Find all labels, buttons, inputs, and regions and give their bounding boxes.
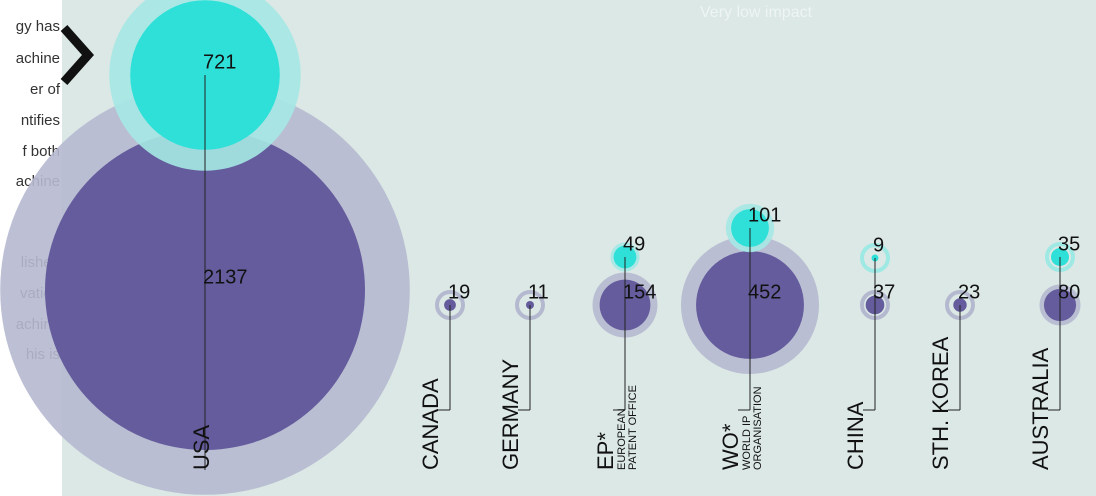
value-label: 23 [958,281,980,303]
value-label: 154 [623,281,656,303]
text-line: achine [15,50,60,67]
value-label: 37 [873,281,895,303]
value-label: 101 [748,204,781,226]
value-label: 49 [623,233,645,255]
category-label: CANADA [418,378,443,470]
header: Very low impact [700,4,813,21]
text-line: er of [29,81,60,98]
text-line: gy has [15,18,60,35]
category-note: EUROPEAN [616,408,628,470]
value-label: 19 [448,281,470,303]
value-label: 452 [748,281,781,303]
category-label: WO* [718,423,743,470]
category-label: GERMANY [498,358,523,470]
value-label: 35 [1058,233,1080,255]
value-label: 80 [1058,281,1080,303]
chevron [60,25,95,85]
category-label: AUSTRALIA [1028,347,1053,470]
value-label: 721 [203,51,236,73]
category-note: ORGANISATION [752,386,764,470]
category-label: STH. KOREA [928,336,953,470]
value-label: 9 [873,234,884,256]
text-line: ntifies [20,112,60,129]
category-label: EP* [593,432,618,470]
value-label: 11 [528,281,549,303]
category-label: USA [189,424,214,470]
value-label: 2137 [203,266,248,288]
category-note: PATENT OFFICE [627,385,639,470]
category-label: CHINA [843,401,868,470]
category-note: WORLD IP [741,416,753,470]
